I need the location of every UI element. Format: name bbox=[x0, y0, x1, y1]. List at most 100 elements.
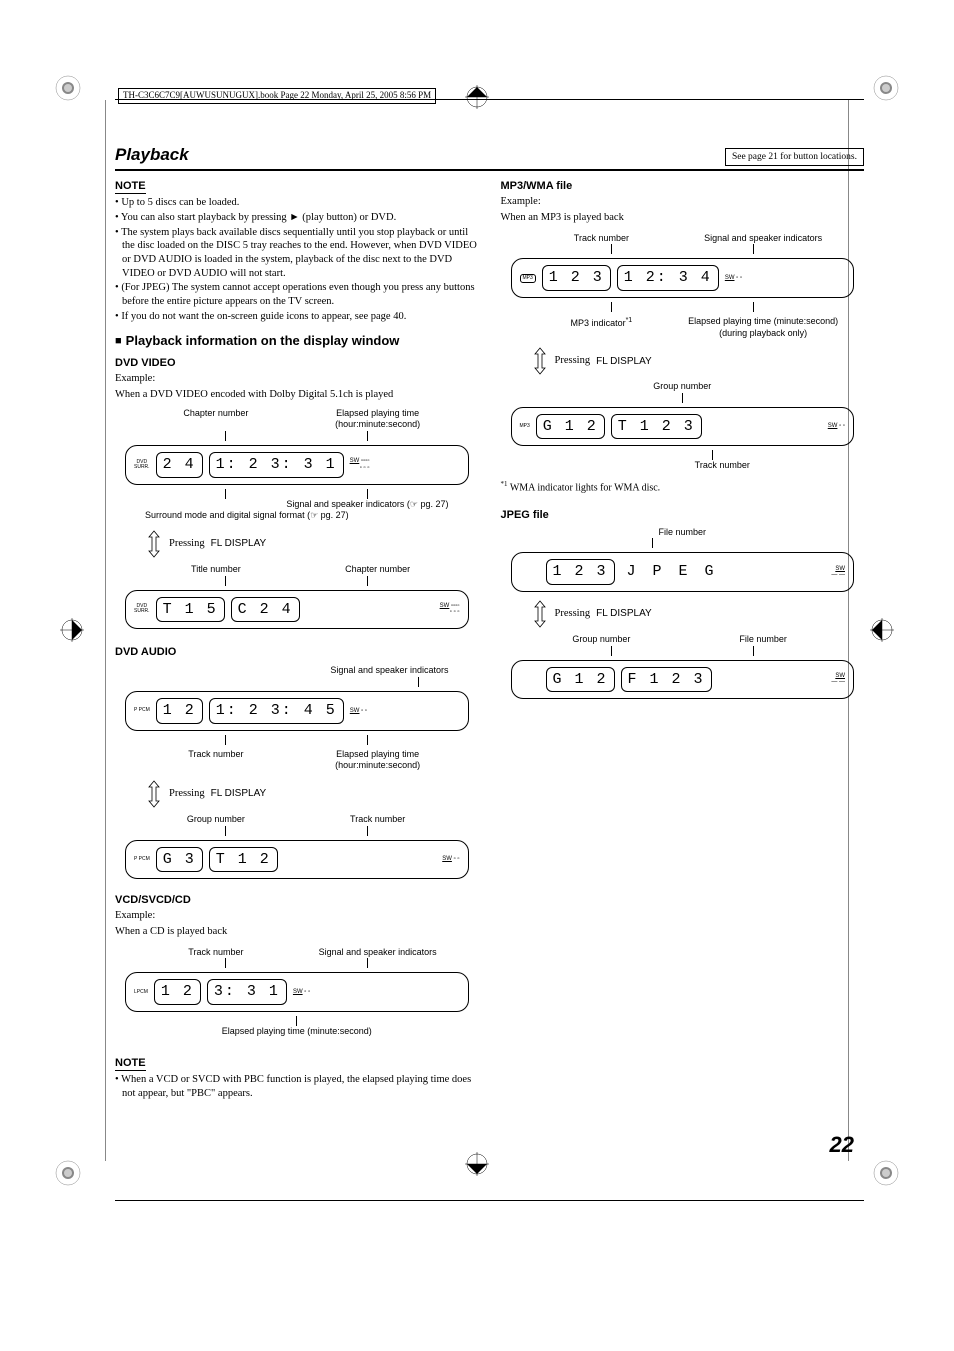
subhead-text: Playback information on the display wind… bbox=[126, 333, 400, 348]
pressing-text: Pressing bbox=[169, 787, 205, 801]
lcd-sidetext: P PCM bbox=[134, 857, 150, 862]
section-subhead: ■Playback information on the display win… bbox=[115, 333, 479, 350]
note-item: Up to 5 discs can be loaded. bbox=[122, 196, 479, 210]
vcd-heading: VCD/SVCD/CD bbox=[115, 893, 479, 907]
note-item: When a VCD or SVCD with PBC function is … bbox=[122, 1073, 479, 1100]
callout: File number bbox=[501, 527, 865, 539]
footnote: *1 WMA indicator lights for WMA disc. bbox=[501, 480, 865, 494]
segment: J P E G bbox=[621, 560, 724, 584]
pressing-text: Pressing bbox=[555, 354, 591, 368]
lcd-sidetext: LPCM bbox=[134, 990, 148, 995]
updown-arrow-icon bbox=[531, 347, 549, 375]
dvd-video-heading: DVD VIDEO bbox=[115, 356, 479, 370]
example-label: Example: bbox=[115, 372, 479, 386]
button-location-note: See page 21 for button locations. bbox=[725, 148, 864, 166]
segment: F 1 2 3 bbox=[621, 667, 712, 693]
callout: Elapsed playing time (minute:second) (du… bbox=[682, 316, 844, 339]
callout: File number bbox=[682, 634, 844, 646]
segment: 1 2 3 bbox=[542, 265, 611, 291]
note-heading: NOTE bbox=[115, 179, 146, 194]
segment: 1: 2 3: 4 5 bbox=[209, 698, 344, 724]
lcd-sidetext: DVDSURR. bbox=[134, 604, 150, 614]
lcd-sidetext: P PCM bbox=[134, 708, 150, 713]
speaker-indicators-icon: SW ▫ ▫ bbox=[350, 708, 367, 715]
pressing-fl-display: Pressing FL DISPLAY bbox=[145, 780, 479, 808]
dvd-video-figure: Chapter numberElapsed playing time (hour… bbox=[115, 408, 479, 522]
speaker-indicators-icon: SW— — bbox=[831, 673, 845, 686]
segment: 2 4 bbox=[156, 452, 203, 478]
segment: C 2 4 bbox=[231, 597, 300, 623]
updown-arrow-icon bbox=[145, 530, 163, 558]
segment: 1 2 bbox=[156, 698, 203, 724]
callout: Track number bbox=[521, 233, 683, 245]
speaker-indicators-icon: SW ▫ ▫ bbox=[828, 423, 845, 430]
lcd-sidetext: DVDSURR. bbox=[134, 460, 150, 470]
lcd-display: MP3 1 2 3 1 2: 3 4 SW ▫ ▫ bbox=[511, 258, 855, 298]
speaker-indicators-icon: SW ▫ ▫ bbox=[442, 856, 459, 863]
note-heading: NOTE bbox=[115, 1056, 146, 1071]
left-column: NOTE Up to 5 discs can be loaded. You ca… bbox=[115, 179, 479, 1101]
callout: Signal and speaker indicators bbox=[297, 947, 459, 959]
fl-display-label: FL DISPLAY bbox=[596, 355, 652, 368]
callout: Group number bbox=[521, 634, 683, 646]
lcd-display: 1 2 3 J P E G SW— — bbox=[511, 552, 855, 592]
lcd-display: G 1 2 F 1 2 3 SW— — bbox=[511, 660, 855, 700]
right-column: MP3/WMA file Example: When an MP3 is pla… bbox=[501, 179, 865, 1101]
segment: G 1 2 bbox=[546, 667, 615, 693]
speaker-indicators-icon: SW ▫ ▫ bbox=[293, 989, 310, 996]
pressing-text: Pressing bbox=[169, 537, 205, 551]
lcd-sidetext: MP3 bbox=[520, 424, 530, 429]
callout: Chapter number bbox=[135, 408, 297, 431]
lcd-display: DVDSURR. 2 4 1: 2 3: 3 1 SW ▫▫▫▫▫ ▫ ▫ bbox=[125, 445, 469, 485]
segment: T 1 5 bbox=[156, 597, 225, 623]
callout: Track number bbox=[135, 947, 297, 959]
pressing-fl-display: Pressing FL DISPLAY bbox=[531, 347, 865, 375]
callout: Elapsed playing time (hour:minute:second… bbox=[297, 408, 459, 431]
lcd-display: P PCM 1 2 1: 2 3: 4 5 SW ▫ ▫ bbox=[125, 691, 469, 731]
note-list: Up to 5 discs can be loaded. You can als… bbox=[115, 196, 479, 323]
jpeg-heading: JPEG file bbox=[501, 508, 865, 522]
note-item: (For JPEG) The system cannot accept oper… bbox=[122, 281, 479, 308]
callout: MP3 indicator*1 bbox=[521, 316, 683, 339]
note-item: If you do not want the on-screen guide i… bbox=[122, 310, 479, 324]
speaker-indicators-icon: SW— — bbox=[831, 566, 845, 579]
segment: 1: 2 3: 3 1 bbox=[209, 452, 344, 478]
segment: 1 2: 3 4 bbox=[617, 265, 719, 291]
fl-display-label: FL DISPLAY bbox=[211, 537, 267, 550]
divider bbox=[115, 1200, 864, 1201]
callout: Elapsed playing time (minute:second) bbox=[115, 1026, 479, 1038]
example-label: Example: bbox=[501, 195, 865, 209]
lcd-display: P PCM G 3 T 1 2 SW ▫ ▫ bbox=[125, 840, 469, 880]
lcd-display: LPCM 1 2 3: 3 1 SW ▫ ▫ bbox=[125, 972, 469, 1012]
lcd-display: MP3 G 1 2 T 1 2 3 SW ▫ ▫ bbox=[511, 407, 855, 447]
example-desc: When a DVD VIDEO encoded with Dolby Digi… bbox=[115, 388, 479, 402]
segment: 1 2 bbox=[154, 979, 201, 1005]
page-title: Playback bbox=[115, 144, 189, 166]
example-desc: When a CD is played back bbox=[115, 925, 479, 939]
page-number: 22 bbox=[115, 1131, 864, 1160]
lcd-sidetext: MP3 bbox=[520, 274, 536, 283]
note-item: The system plays back available discs se… bbox=[122, 226, 479, 281]
segment: 1 2 3 bbox=[546, 559, 615, 585]
callout: Track number bbox=[501, 460, 865, 472]
callout: Surround mode and digital signal format … bbox=[115, 510, 479, 522]
callout: Track number bbox=[135, 749, 297, 772]
pressing-fl-display: Pressing FL DISPLAY bbox=[145, 530, 479, 558]
callout: Signal and speaker indicators bbox=[682, 233, 844, 245]
callout: Group number bbox=[501, 381, 865, 393]
note-item: You can also start playback by pressing … bbox=[122, 211, 479, 225]
callout: Track number bbox=[297, 814, 459, 826]
segment: G 1 2 bbox=[536, 414, 605, 440]
callout: Chapter number bbox=[297, 564, 459, 576]
book-header: TH-C3C6C7C9[AUWUSUNUGUX].book Page 22 Mo… bbox=[118, 88, 436, 104]
callout: Elapsed playing time (hour:minute:second… bbox=[297, 749, 459, 772]
example-desc: When an MP3 is played back bbox=[501, 211, 865, 225]
speaker-indicators-icon: SW ▫▫▫▫▫ ▫ ▫ bbox=[350, 458, 370, 471]
speaker-indicators-icon: SW ▫ ▫ bbox=[725, 275, 742, 282]
pressing-text: Pressing bbox=[555, 607, 591, 621]
segment: 3: 3 1 bbox=[207, 979, 287, 1005]
fl-display-label: FL DISPLAY bbox=[596, 607, 652, 620]
updown-arrow-icon bbox=[531, 600, 549, 628]
note-list: When a VCD or SVCD with PBC function is … bbox=[115, 1073, 479, 1100]
callout: Signal and speaker indicators (☞ pg. 27) bbox=[115, 499, 479, 511]
